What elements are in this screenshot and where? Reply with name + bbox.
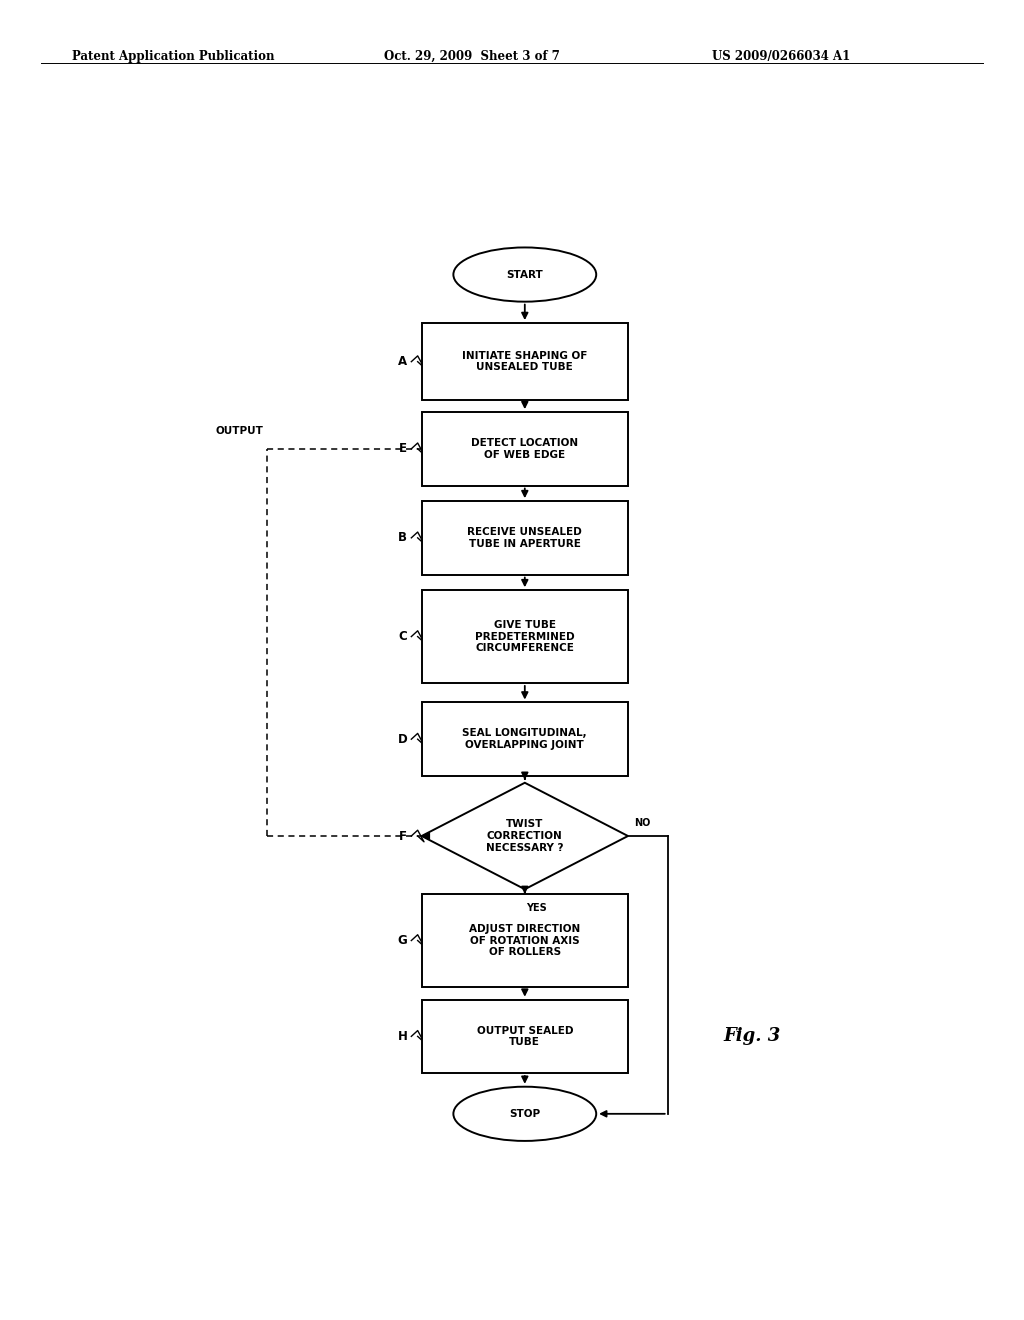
Text: D: D [397,733,408,746]
Text: B: B [398,532,408,544]
Ellipse shape [454,1086,596,1140]
Text: TWIST
CORRECTION
NECESSARY ?: TWIST CORRECTION NECESSARY ? [486,820,563,853]
Text: YES: YES [526,903,547,913]
Bar [422,412,628,486]
Ellipse shape [454,247,596,302]
Text: E: E [399,442,408,455]
Bar [422,323,628,400]
Bar [422,502,628,574]
Text: NO: NO [634,818,650,828]
Bar [422,894,628,987]
Text: INITIATE SHAPING OF
UNSEALED TUBE: INITIATE SHAPING OF UNSEALED TUBE [462,351,588,372]
Text: STOP: STOP [509,1109,541,1119]
Text: GIVE TUBE
PREDETERMINED
CIRCUMFERENCE: GIVE TUBE PREDETERMINED CIRCUMFERENCE [475,620,574,653]
Text: A: A [398,355,408,368]
Text: START: START [507,269,543,280]
Text: SEAL LONGITUDINAL,
OVERLAPPING JOINT: SEAL LONGITUDINAL, OVERLAPPING JOINT [463,729,587,750]
Text: OUTPUT: OUTPUT [215,426,263,437]
Text: Patent Application Publication: Patent Application Publication [72,50,274,63]
Text: US 2009/0266034 A1: US 2009/0266034 A1 [712,50,850,63]
Text: ADJUST DIRECTION
OF ROTATION AXIS
OF ROLLERS: ADJUST DIRECTION OF ROTATION AXIS OF ROL… [469,924,581,957]
Bar [422,590,628,682]
Text: RECEIVE UNSEALED
TUBE IN APERTURE: RECEIVE UNSEALED TUBE IN APERTURE [467,527,583,549]
Bar [422,702,628,776]
Text: H: H [397,1030,408,1043]
Text: C: C [398,630,408,643]
Text: DETECT LOCATION
OF WEB EDGE: DETECT LOCATION OF WEB EDGE [471,438,579,459]
Text: OUTPUT SEALED
TUBE: OUTPUT SEALED TUBE [476,1026,573,1047]
Text: Fig. 3: Fig. 3 [723,1027,780,1045]
Bar [422,999,628,1073]
Text: G: G [397,935,408,946]
Text: Oct. 29, 2009  Sheet 3 of 7: Oct. 29, 2009 Sheet 3 of 7 [384,50,560,63]
Text: F: F [399,829,408,842]
Polygon shape [422,783,628,890]
